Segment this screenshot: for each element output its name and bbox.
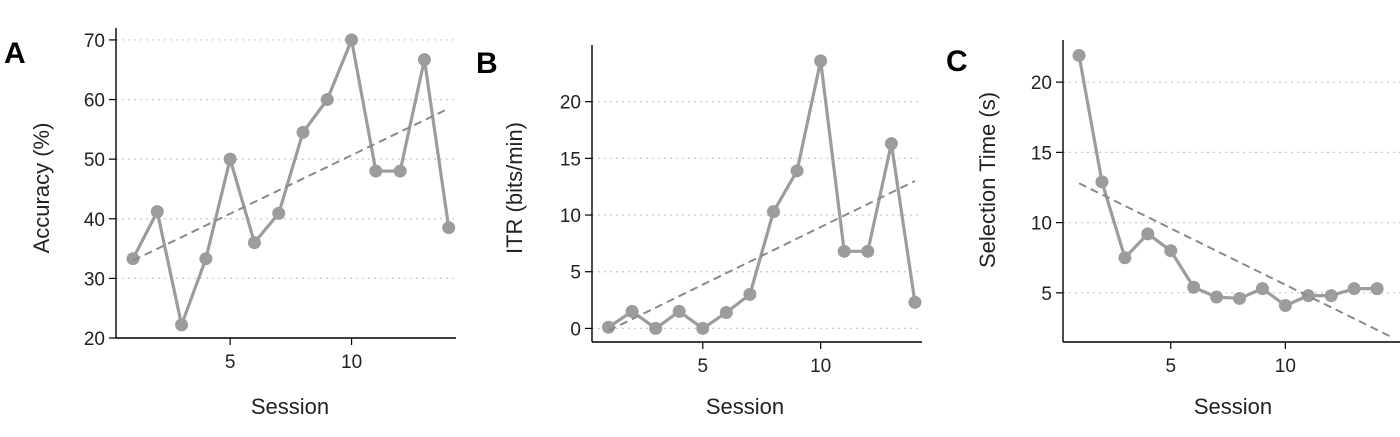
series-line bbox=[1077, 55, 1378, 308]
data-point bbox=[175, 318, 189, 332]
data-point bbox=[1072, 48, 1086, 62]
data-point bbox=[1324, 289, 1338, 303]
data-point bbox=[1301, 289, 1315, 303]
y-tick-label: 20 bbox=[560, 93, 581, 114]
data-point bbox=[150, 205, 164, 219]
x-axis-label: Session bbox=[1194, 394, 1272, 419]
x-tick-label: 5 bbox=[697, 356, 708, 377]
chart-panel-a: A Session Accuracy (%) 20 30 40 50 60 70 5 10 bbox=[0, 0, 470, 437]
series-line bbox=[607, 59, 917, 330]
y-tick-label: 50 bbox=[84, 150, 105, 171]
data-point bbox=[1141, 227, 1155, 241]
trend-line bbox=[132, 107, 450, 262]
data-point bbox=[442, 221, 456, 235]
data-point bbox=[393, 164, 407, 178]
data-point bbox=[1095, 175, 1109, 189]
series-line bbox=[131, 38, 451, 327]
data-point bbox=[1118, 251, 1132, 265]
panel-letter-c: C bbox=[946, 45, 968, 78]
y-tick-label: 5 bbox=[1041, 284, 1052, 305]
y-tick-label: 15 bbox=[560, 149, 581, 170]
data-point bbox=[1187, 280, 1201, 294]
data-point bbox=[1278, 298, 1292, 312]
data-point bbox=[649, 321, 663, 335]
x-tick-label: 5 bbox=[225, 352, 236, 373]
panel-letter-a: A bbox=[4, 37, 26, 70]
y-axis-label: Accuracy (%) bbox=[29, 123, 54, 254]
data-point bbox=[247, 236, 261, 250]
itr-chart: B Session ITR (bits/min) 0 5 10 15 20 5 10 bbox=[476, 45, 922, 419]
data-point bbox=[320, 93, 334, 107]
data-point bbox=[696, 321, 710, 335]
trend-line bbox=[1078, 182, 1394, 339]
data-point bbox=[672, 304, 686, 318]
data-point bbox=[625, 304, 639, 318]
data-point bbox=[1370, 282, 1384, 296]
data-point bbox=[272, 206, 286, 220]
selection-time-chart: C Session Selection Time (s) 5 10 15 20 5 10 bbox=[946, 40, 1400, 419]
data-point bbox=[790, 164, 804, 178]
data-point bbox=[602, 320, 615, 334]
data-point bbox=[369, 164, 383, 178]
plot-area: 5 10 15 20 5 10 bbox=[1031, 40, 1400, 377]
data-point bbox=[767, 205, 780, 219]
y-tick-label: 30 bbox=[84, 269, 105, 290]
x-tick-label: 10 bbox=[810, 356, 831, 377]
data-point bbox=[1255, 282, 1269, 296]
data-point bbox=[1347, 282, 1361, 296]
y-tick-label: 10 bbox=[560, 206, 581, 227]
y-tick-label: 0 bbox=[570, 319, 581, 340]
data-point bbox=[861, 244, 875, 258]
data-point bbox=[1210, 290, 1224, 304]
plot-area: 20 30 40 50 60 70 5 10 bbox=[84, 28, 456, 373]
data-point bbox=[719, 306, 733, 320]
plot-area: 0 5 10 15 20 5 10 bbox=[560, 45, 922, 377]
data-point bbox=[743, 287, 757, 301]
accuracy-chart: A Session Accuracy (%) 20 30 40 50 60 70 5 10 bbox=[4, 28, 456, 419]
x-tick-label: 10 bbox=[341, 352, 362, 373]
data-point bbox=[884, 137, 898, 151]
x-tick-label: 5 bbox=[1165, 356, 1176, 377]
x-axis-label: Session bbox=[706, 394, 784, 419]
trend-line bbox=[608, 180, 916, 332]
data-point bbox=[345, 33, 359, 47]
data-point bbox=[223, 152, 237, 166]
y-tick-label: 20 bbox=[84, 329, 105, 350]
data-point bbox=[837, 244, 851, 258]
y-tick-label: 10 bbox=[1031, 214, 1052, 235]
y-axis-label: ITR (bits/min) bbox=[502, 122, 527, 254]
data-point bbox=[296, 125, 310, 139]
y-tick-label: 5 bbox=[570, 263, 581, 284]
chart-panel-b: B Session ITR (bits/min) 0 5 10 15 20 5 10 bbox=[470, 0, 940, 437]
data-point bbox=[1233, 291, 1247, 305]
data-point bbox=[199, 252, 213, 266]
data-point bbox=[126, 252, 140, 266]
data-point bbox=[908, 295, 922, 309]
x-axis-label: Session bbox=[251, 394, 329, 419]
y-tick-label: 20 bbox=[1031, 73, 1052, 94]
chart-panel-c: C Session Selection Time (s) 5 10 15 20 5 10 bbox=[940, 0, 1400, 437]
y-tick-label: 60 bbox=[84, 91, 105, 112]
y-tick-label: 40 bbox=[84, 210, 105, 231]
y-tick-label: 15 bbox=[1031, 143, 1052, 164]
data-point bbox=[417, 53, 431, 67]
y-tick-label: 70 bbox=[84, 31, 105, 52]
data-point bbox=[814, 54, 828, 68]
x-tick-label: 10 bbox=[1275, 356, 1296, 377]
y-axis-label: Selection Time (s) bbox=[975, 92, 1000, 268]
data-point bbox=[1164, 244, 1178, 258]
panel-letter-b: B bbox=[476, 47, 498, 80]
